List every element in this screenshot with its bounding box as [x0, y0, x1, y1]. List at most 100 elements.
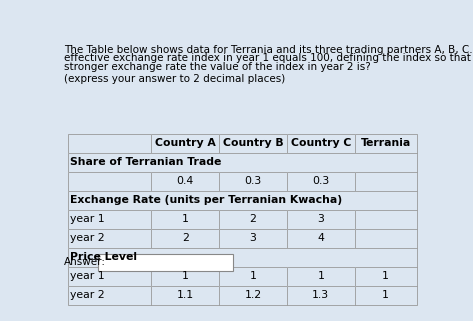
Bar [219, 134, 287, 153]
Bar [151, 286, 219, 305]
Bar [219, 134, 287, 153]
Bar [68, 286, 151, 305]
Bar [219, 267, 287, 286]
Bar [287, 267, 355, 286]
Bar [151, 210, 219, 229]
Bar [355, 267, 417, 286]
Bar [287, 267, 355, 286]
Text: 1.3: 1.3 [312, 291, 329, 300]
Text: 3: 3 [250, 233, 256, 243]
Text: 1: 1 [182, 272, 189, 282]
Text: Answer:: Answer: [64, 257, 106, 267]
Text: 1: 1 [182, 214, 189, 224]
Bar [68, 267, 151, 286]
Bar [68, 134, 151, 153]
Text: Exchange Rate (units per Terranian Kwacha): Exchange Rate (units per Terranian Kwach… [70, 195, 342, 205]
Bar [219, 210, 287, 229]
Bar [219, 229, 287, 248]
Bar [219, 210, 287, 229]
Bar [151, 267, 219, 286]
Bar [151, 229, 219, 248]
Bar [151, 210, 219, 229]
Text: 0.4: 0.4 [177, 176, 194, 186]
Bar [287, 229, 355, 248]
Bar [151, 134, 219, 153]
Bar [287, 134, 355, 153]
Text: year 2: year 2 [70, 233, 105, 243]
Text: (express your answer to 2 decimal places): (express your answer to 2 decimal places… [64, 74, 285, 83]
Bar [151, 286, 219, 305]
Bar [68, 286, 151, 305]
Bar [287, 210, 355, 229]
Bar [151, 172, 219, 191]
Bar [68, 210, 151, 229]
Bar [68, 191, 417, 210]
Text: 1.2: 1.2 [245, 291, 262, 300]
Bar [287, 229, 355, 248]
Text: The Table below shows data for Terrania and its three trading partners A, B, C. : The Table below shows data for Terrania … [64, 45, 473, 55]
Bar [219, 229, 287, 248]
Bar [151, 229, 219, 248]
Text: Country C: Country C [290, 138, 351, 148]
Text: Share of Terranian Trade: Share of Terranian Trade [70, 157, 222, 167]
Bar [355, 210, 417, 229]
Bar [287, 286, 355, 305]
Bar [355, 210, 417, 229]
Text: year 2: year 2 [70, 291, 105, 300]
Bar [287, 172, 355, 191]
Bar [219, 172, 287, 191]
Bar [219, 286, 287, 305]
Bar [355, 267, 417, 286]
Text: Country A: Country A [155, 138, 216, 148]
Bar [151, 267, 219, 286]
Bar [68, 134, 151, 153]
Text: 2: 2 [250, 214, 256, 224]
Bar [355, 286, 417, 305]
Bar [68, 267, 151, 286]
Bar [355, 134, 417, 153]
Bar [287, 134, 355, 153]
Bar [68, 248, 417, 267]
Text: effective exchange rate index in year 1 equals 100, defining the index so that a: effective exchange rate index in year 1 … [64, 53, 473, 63]
Text: 2: 2 [182, 233, 189, 243]
Text: 4: 4 [317, 233, 324, 243]
Bar [355, 229, 417, 248]
Bar [355, 172, 417, 191]
Bar [355, 286, 417, 305]
Text: year 1: year 1 [70, 214, 105, 224]
Bar [219, 267, 287, 286]
Text: 1: 1 [382, 291, 389, 300]
Text: 1: 1 [250, 272, 256, 282]
Bar [68, 229, 151, 248]
Text: stronger exchange rate the value of the index in year 2 is?: stronger exchange rate the value of the … [64, 62, 371, 72]
Bar [68, 172, 151, 191]
Bar [68, 153, 417, 172]
Bar [287, 286, 355, 305]
Text: 1.1: 1.1 [177, 291, 194, 300]
Bar [219, 172, 287, 191]
Bar [68, 229, 151, 248]
Bar [151, 134, 219, 153]
Bar [355, 229, 417, 248]
Text: year 1: year 1 [70, 272, 105, 282]
Bar [151, 172, 219, 191]
Bar [355, 172, 417, 191]
Bar [68, 248, 417, 267]
Text: 0.3: 0.3 [245, 176, 262, 186]
Text: Price Level: Price Level [70, 252, 138, 262]
Bar [68, 172, 151, 191]
Bar [68, 153, 417, 172]
Bar [68, 191, 417, 210]
Bar [355, 134, 417, 153]
Text: Terrania: Terrania [360, 138, 411, 148]
Text: 1: 1 [317, 272, 324, 282]
Bar [219, 286, 287, 305]
Bar [287, 210, 355, 229]
Text: 0.3: 0.3 [312, 176, 329, 186]
Text: 1: 1 [382, 272, 389, 282]
Text: Country B: Country B [223, 138, 283, 148]
Bar [68, 210, 151, 229]
Bar [287, 172, 355, 191]
Bar [97, 254, 233, 271]
Text: 3: 3 [317, 214, 324, 224]
